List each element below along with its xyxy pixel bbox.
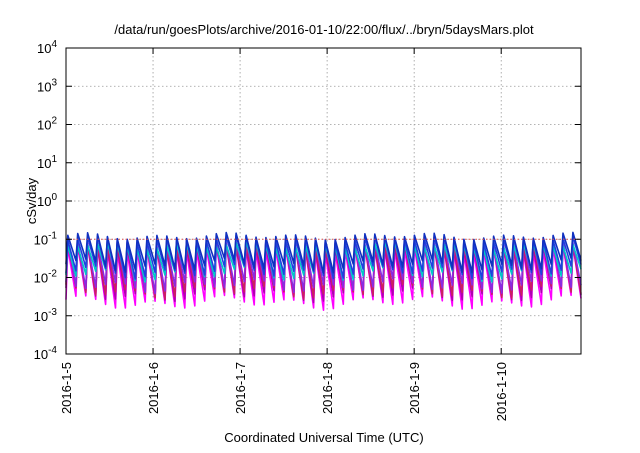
series-line <box>65 231 582 274</box>
y-tick-exponent: -2 <box>48 269 57 280</box>
y-tick-exponent: -1 <box>48 230 57 241</box>
y-tick-base: 10 <box>37 156 51 171</box>
y-tick-exponent: 0 <box>51 192 57 203</box>
y-tick-label: 10-2 <box>34 269 58 286</box>
x-tick-label: 2016-1-7 <box>233 362 248 414</box>
y-tick-exponent: 1 <box>51 154 57 165</box>
y-tick-base: 10 <box>34 347 48 362</box>
chart-title: /data/run/goesPlots/archive/2016-01-10/2… <box>114 22 534 37</box>
y-tick-base: 10 <box>37 194 51 209</box>
x-tick-label: 2016-1-6 <box>146 362 161 414</box>
y-tick-label: 10-3 <box>34 307 58 324</box>
y-tick-exponent: 2 <box>51 116 57 127</box>
y-tick-exponent: -3 <box>48 307 57 318</box>
x-tick-label: 2016-1-8 <box>320 362 335 414</box>
y-tick-label: 103 <box>37 77 57 94</box>
y-tick-exponent: 4 <box>51 39 57 50</box>
x-tick-label: 2016-1-9 <box>407 362 422 414</box>
y-tick-exponent: 3 <box>51 77 57 88</box>
y-tick-base: 10 <box>37 79 51 94</box>
y-tick-base: 10 <box>34 309 48 324</box>
x-tick-label: 2016-1-10 <box>494 362 509 421</box>
x-tick-label: 2016-1-5 <box>59 362 74 414</box>
y-tick-base: 10 <box>37 118 51 133</box>
y-tick-label: 101 <box>37 154 57 171</box>
series-layer <box>65 231 582 312</box>
x-axis-label: Coordinated Universal Time (UTC) <box>224 430 423 445</box>
y-tick-label: 104 <box>37 39 57 56</box>
y-axis-label: cSv/day <box>24 177 39 224</box>
y-tick-base: 10 <box>34 271 48 286</box>
y-tick-base: 10 <box>37 41 51 56</box>
y-tick-label: 10-1 <box>34 230 58 247</box>
y-tick-label: 102 <box>37 116 57 133</box>
y-tick-base: 10 <box>34 232 48 247</box>
y-tick-label: 10-4 <box>34 345 58 362</box>
y-tick-label: 100 <box>37 192 57 209</box>
y-tick-exponent: -4 <box>48 345 57 356</box>
